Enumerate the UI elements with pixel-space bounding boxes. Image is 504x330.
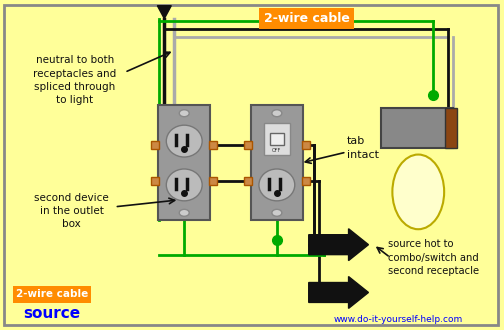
Bar <box>264 123 290 155</box>
Bar <box>244 141 252 149</box>
Ellipse shape <box>179 110 189 117</box>
Ellipse shape <box>179 209 189 216</box>
Bar <box>209 141 217 149</box>
Text: www.do-it-yourself-help.com: www.do-it-yourself-help.com <box>334 315 463 324</box>
Bar <box>158 105 210 220</box>
Polygon shape <box>309 277 368 309</box>
Text: OFF: OFF <box>272 148 281 152</box>
Bar <box>151 177 159 185</box>
Text: source hot to
combo/switch and
second receptacle: source hot to combo/switch and second re… <box>389 240 479 276</box>
Text: second device
in the outlet
box: second device in the outlet box <box>34 193 109 229</box>
Bar <box>244 177 252 185</box>
Ellipse shape <box>272 209 282 216</box>
Bar <box>151 141 159 149</box>
Bar <box>445 108 457 148</box>
Bar <box>302 141 310 149</box>
Ellipse shape <box>393 154 444 229</box>
Text: 2-wire cable: 2-wire cable <box>16 289 88 299</box>
Ellipse shape <box>166 125 202 157</box>
Text: neutral to both
receptacles and
spliced through
to light: neutral to both receptacles and spliced … <box>33 55 116 105</box>
Bar <box>382 108 453 148</box>
Text: source: source <box>23 306 80 321</box>
Bar <box>251 105 303 220</box>
Ellipse shape <box>166 169 202 201</box>
Bar <box>209 177 217 185</box>
Polygon shape <box>309 229 368 261</box>
Polygon shape <box>157 6 171 18</box>
Ellipse shape <box>272 110 282 117</box>
Ellipse shape <box>259 169 295 201</box>
Bar <box>270 133 284 145</box>
Text: tab
intact: tab intact <box>347 136 379 160</box>
Bar <box>302 177 310 185</box>
Text: 2-wire cable: 2-wire cable <box>264 12 350 25</box>
